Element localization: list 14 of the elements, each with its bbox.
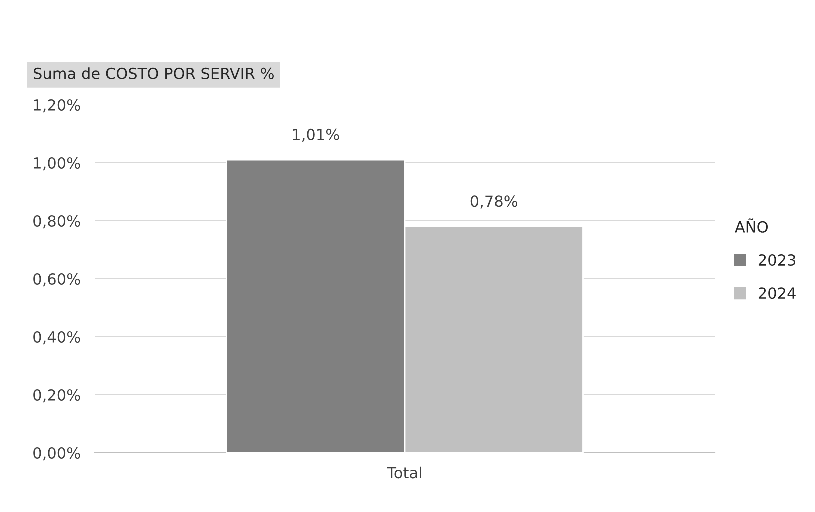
x-tick-label: Total (387, 466, 422, 479)
data-label: 0,78% (470, 196, 518, 209)
data-label: 1,01% (293, 128, 340, 142)
legend-label: 2023 (758, 254, 796, 266)
legend-title: AÑO (735, 218, 768, 233)
legend-label: 2024 (758, 288, 796, 300)
y-tick-label: 0,80% (34, 215, 80, 229)
y-tick-label: 0,00% (34, 447, 80, 461)
y-tick-label: 0,60% (34, 273, 80, 287)
chart-title: Suma de COSTO POR SERVIR % (34, 68, 274, 80)
y-tick-label: 1,00% (34, 157, 80, 171)
y-tick-label: 0,20% (34, 389, 80, 403)
y-tick-label: 0,40% (34, 331, 80, 345)
y-tick-label: 1,20% (34, 99, 80, 113)
